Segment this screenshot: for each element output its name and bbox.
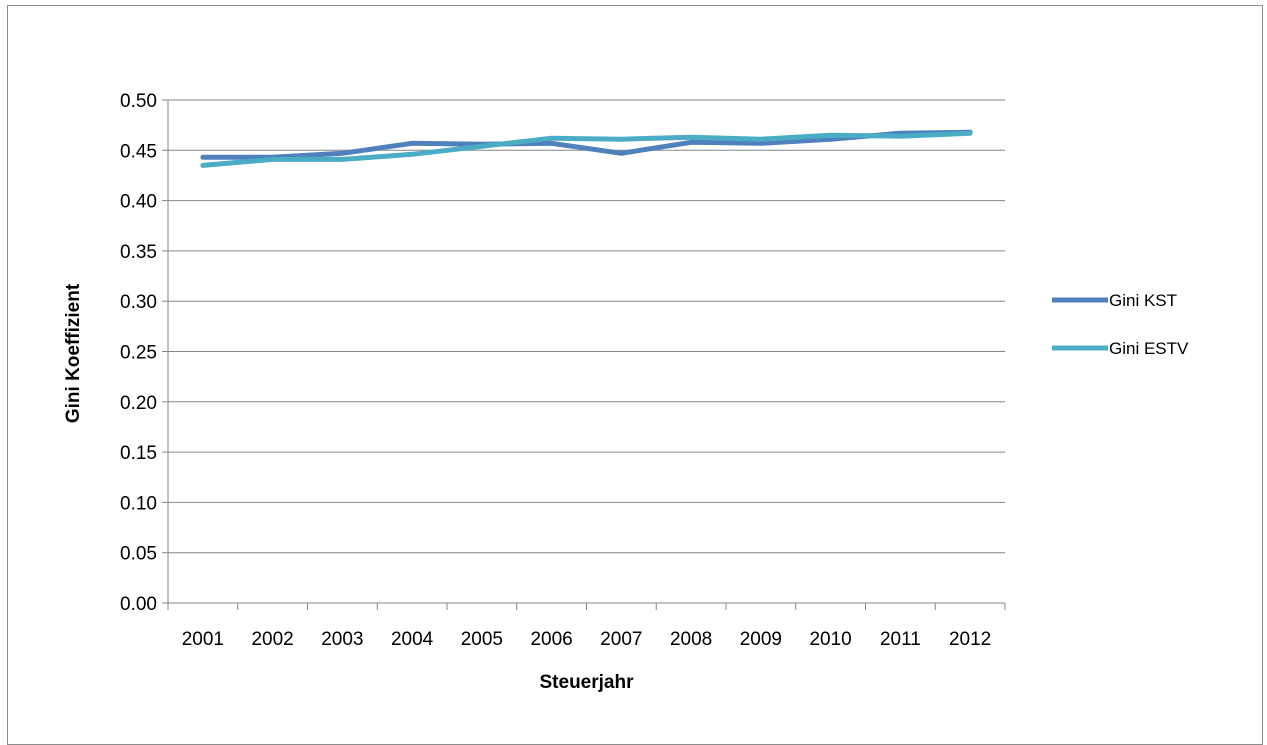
series-line-2 — [200, 130, 973, 168]
y-tick-label: 0.30 — [120, 292, 157, 313]
y-tick-label: 0.45 — [120, 141, 157, 162]
x-tick-label: 2002 — [251, 629, 293, 650]
y-axis-tick-labels: 0.00 0.05 0.10 0.15 0.20 0.25 0.30 0.35 0.40 0.45… — [120, 91, 157, 615]
y-tick-label: 0.40 — [120, 192, 157, 213]
x-tick-label: 2012 — [949, 629, 991, 650]
x-tick-label: 2006 — [530, 629, 572, 650]
y-axis-title: Gini Koeffizient — [63, 283, 84, 423]
x-tick-label: 2010 — [809, 629, 851, 650]
legend: Gini KST Gini ESTV — [1052, 291, 1189, 358]
x-axis-tick-labels: 2001 2002 2003 2004 2005 2006 2007 2008 2009 2010… — [182, 629, 992, 650]
x-tick-label: 2007 — [600, 629, 642, 650]
y-tick-label: 0.35 — [120, 242, 157, 263]
x-tick-label: 2005 — [461, 629, 503, 650]
y-tick-label: 0.00 — [120, 594, 157, 615]
y-tick-label: 0.05 — [120, 544, 157, 565]
x-axis-title: Steuerjahr — [540, 672, 635, 693]
x-tick-label: 2009 — [740, 629, 782, 650]
y-tick-label: 0.50 — [120, 91, 157, 112]
legend-label: Gini ESTV — [1109, 339, 1189, 358]
series-line-1 — [200, 129, 973, 160]
x-tick-label: 2011 — [880, 629, 921, 650]
gridlines — [168, 99, 1005, 554]
y-tick-label: 0.15 — [120, 443, 157, 464]
x-tick-label: 2001 — [182, 629, 224, 650]
y-tick-label: 0.10 — [120, 493, 157, 514]
chart-frame — [7, 5, 1263, 745]
x-tick-label: 2008 — [670, 629, 712, 650]
x-tick-label: 2003 — [321, 629, 363, 650]
legend-label: Gini KST — [1109, 291, 1177, 310]
x-tick-label: 2004 — [391, 629, 434, 650]
axes — [162, 99, 1006, 610]
y-tick-label: 0.20 — [120, 393, 157, 414]
y-tick-label: 0.25 — [120, 343, 157, 364]
series-lines — [200, 129, 973, 168]
